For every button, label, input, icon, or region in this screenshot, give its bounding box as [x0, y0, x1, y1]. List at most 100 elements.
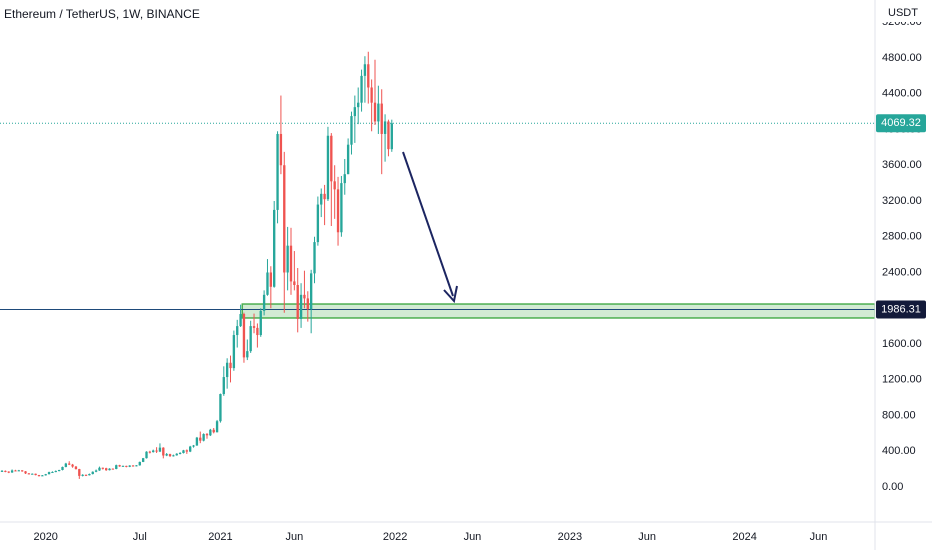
candle-body: [299, 294, 303, 319]
candle-body: [346, 144, 350, 175]
candle-body: [229, 362, 232, 369]
level-label: 1986.31: [881, 303, 921, 315]
candle-body: [168, 454, 172, 457]
candle-body: [333, 181, 336, 190]
candle-body: [286, 245, 289, 273]
candle-body: [84, 474, 88, 476]
candle-body: [289, 245, 293, 282]
plot-area: [0, 51, 876, 479]
candle-body: [306, 298, 309, 310]
candle-body: [108, 468, 111, 471]
candle-body: [131, 465, 135, 467]
candle-body: [61, 466, 64, 470]
candle-body: [115, 465, 118, 470]
candle-body: [51, 471, 54, 473]
x-tick-label: Jun: [464, 531, 482, 543]
candle-body: [269, 272, 273, 287]
candle-body: [101, 467, 104, 469]
candle-body: [178, 453, 182, 455]
candle-body: [34, 473, 37, 476]
candle-body: [172, 455, 175, 457]
chart-title: Ethereum / TetherUS, 1W, BINANCE: [4, 7, 200, 21]
y-tick-label: 2400.00: [882, 266, 922, 278]
candle-body: [94, 470, 98, 472]
candle-body: [44, 474, 47, 476]
candle-body: [88, 474, 91, 476]
candle-body: [27, 473, 31, 475]
candle-body: [162, 447, 165, 456]
candle-body: [37, 475, 41, 477]
candle-body: [4, 470, 7, 472]
candle-body: [387, 121, 390, 150]
candle-body: [256, 327, 259, 336]
candle-body: [232, 335, 236, 369]
candle-body: [209, 429, 212, 436]
candle-body: [7, 471, 10, 473]
candle-body: [309, 273, 313, 310]
candle-body: [74, 466, 78, 470]
y-tick-label: 400.00: [882, 445, 916, 457]
x-tick-label: Jun: [638, 531, 656, 543]
candle-body: [24, 471, 27, 474]
candle-body: [323, 193, 326, 200]
candle-body: [383, 121, 387, 134]
candle-body: [246, 351, 249, 358]
candle-body: [326, 135, 330, 200]
candle-body: [373, 102, 377, 122]
candle-body: [283, 165, 286, 273]
candle-body: [205, 434, 209, 436]
y-tick-label: 3600.00: [882, 159, 922, 171]
candle-body: [165, 454, 168, 456]
candle-body: [353, 107, 357, 117]
candle-body: [249, 326, 252, 352]
x-tick-label: 2020: [33, 531, 57, 543]
candle-body: [252, 326, 256, 328]
candle-body: [91, 471, 94, 475]
candle-body: [64, 463, 68, 467]
x-tick-label: 2021: [208, 531, 232, 543]
candle-body: [125, 465, 128, 467]
candle-body: [192, 445, 195, 447]
candle-body: [135, 465, 138, 467]
last-price-badge: [876, 114, 926, 133]
candle-body: [185, 450, 189, 452]
candle-body: [259, 310, 262, 336]
candle-body: [152, 450, 155, 453]
candle-body: [68, 463, 71, 465]
candle-body: [320, 193, 323, 205]
candle-body: [199, 437, 202, 441]
candle-body: [336, 189, 340, 233]
time-axis: [0, 522, 932, 550]
support-zone: [241, 303, 876, 319]
candle-body: [340, 183, 343, 233]
candle-body: [10, 470, 14, 473]
candle-body: [47, 472, 51, 475]
candle-body: [367, 64, 370, 88]
y-tick-label: 1600.00: [882, 338, 922, 350]
y-tick-label: 4400.00: [882, 88, 922, 100]
candle-body: [273, 209, 276, 287]
candle-body: [236, 326, 239, 336]
candle-body: [71, 464, 74, 467]
x-tick-label: 2023: [558, 531, 582, 543]
candle-body: [14, 470, 17, 472]
candle-body: [128, 465, 131, 467]
candle-body: [350, 116, 353, 145]
arrow-head: [443, 285, 458, 304]
candle-body: [0, 470, 4, 472]
candle-body: [357, 102, 360, 108]
candle-body: [380, 103, 383, 134]
candle-body: [360, 75, 363, 103]
arrow: [402, 151, 454, 297]
candle-body: [330, 135, 333, 182]
candle-body: [31, 473, 34, 475]
candle-body: [21, 470, 24, 472]
candle-body: [225, 362, 229, 378]
candle-body: [121, 465, 125, 467]
candle-body: [111, 468, 115, 470]
candle-body: [78, 469, 81, 476]
x-tick-label: 2024: [732, 531, 756, 543]
y-tick-label: 3200.00: [882, 195, 922, 207]
y-tick-label: 1200.00: [882, 374, 922, 386]
